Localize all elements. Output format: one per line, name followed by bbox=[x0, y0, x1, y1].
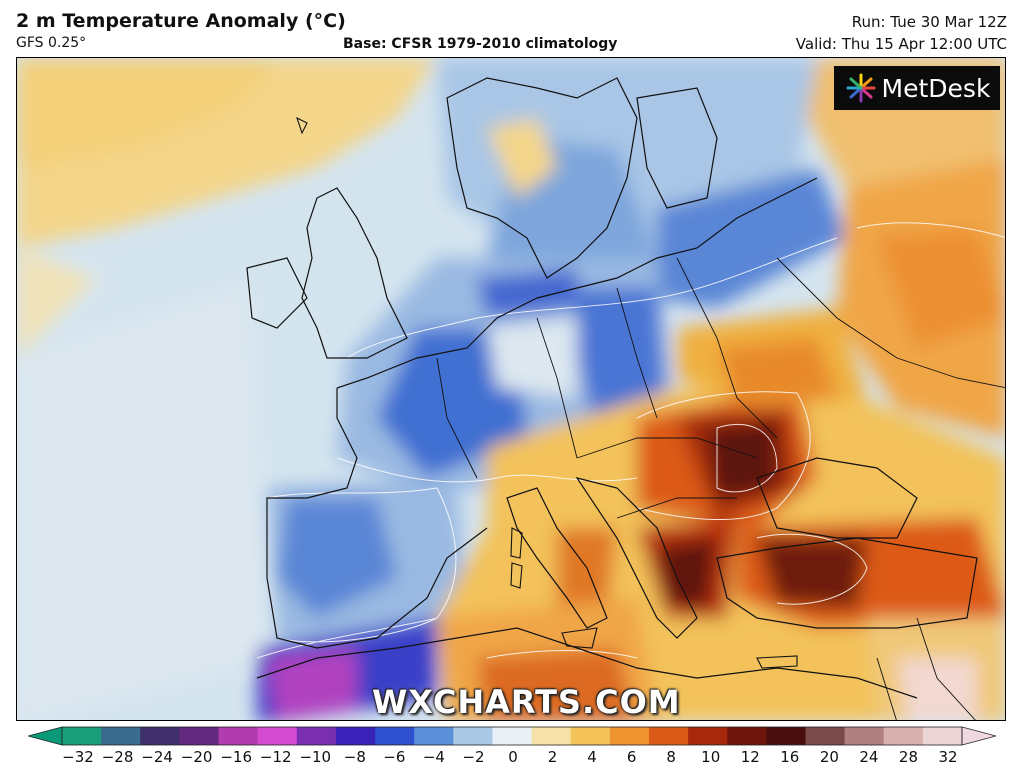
coastlines bbox=[246, 77, 1005, 720]
colorbar-segment bbox=[570, 727, 611, 745]
colorbar-tick-label: 32 bbox=[938, 748, 958, 766]
colorbar-segment bbox=[218, 727, 259, 745]
wxcharts-watermark: WXCHARTS.COM bbox=[372, 683, 681, 721]
colorbar-segment bbox=[922, 727, 963, 745]
colorbar-tick-label: 10 bbox=[701, 748, 721, 766]
colorbar-tick-label: −8 bbox=[343, 748, 366, 766]
colorbar-tick-label: 6 bbox=[626, 748, 637, 766]
colorbar-tick-label: −2 bbox=[462, 748, 485, 766]
colorbar-tick-label: 20 bbox=[819, 748, 839, 766]
colorbar-tick-label: −20 bbox=[180, 748, 213, 766]
chart-title: 2 m Temperature Anomaly (°C) bbox=[16, 10, 346, 32]
colorbar-tick-label: −24 bbox=[141, 748, 173, 766]
colorbar-segment bbox=[727, 727, 767, 745]
run-label: Run: Tue 30 Mar 12Z bbox=[851, 13, 1007, 31]
colorbar-segment bbox=[609, 727, 650, 745]
colorbar-segment bbox=[766, 727, 806, 745]
colorbar-svg bbox=[26, 726, 998, 746]
temperature-anomaly-map: MetDesk WXCHARTS.COM bbox=[16, 57, 1006, 721]
climatology-base-label: Base: CFSR 1979-2010 climatology bbox=[343, 36, 618, 52]
colorbar-segment bbox=[101, 727, 141, 745]
colorbar-segment bbox=[335, 727, 376, 745]
islands bbox=[296, 116, 798, 669]
colorbar-tick-label: 28 bbox=[898, 748, 918, 766]
colorbar-segment bbox=[375, 727, 415, 745]
colorbar-tick-label: −28 bbox=[101, 748, 134, 766]
contour-lines bbox=[256, 222, 1005, 659]
colorbar-segment bbox=[844, 727, 885, 745]
colorbar-segment bbox=[492, 727, 533, 745]
colorbar-tick-label: −16 bbox=[220, 748, 252, 766]
anomaly-field bbox=[17, 58, 1005, 720]
valid-time-label: Valid: Thu 15 Apr 12:00 UTC bbox=[795, 35, 1007, 53]
colorbar-segment bbox=[140, 727, 180, 745]
colorbar-tick-labels: −32 −28 −24 −20 −16 −12 −10 −8 −6 −4 −2 0 2 4 6 8 10 12 16… bbox=[0, 748, 1024, 768]
colorbar-segment bbox=[62, 727, 102, 745]
colorbar-tick-label: −6 bbox=[383, 748, 406, 766]
colorbar-tick-label: 24 bbox=[859, 748, 879, 766]
colorbar-tick-label: 2 bbox=[547, 748, 558, 766]
colorbar bbox=[26, 726, 998, 746]
colorbar-tick-label: −4 bbox=[422, 748, 445, 766]
metdesk-logo-icon bbox=[846, 73, 876, 103]
colorbar-segment bbox=[414, 727, 454, 745]
model-label: GFS 0.25° bbox=[16, 35, 87, 51]
colorbar-segment bbox=[648, 727, 689, 745]
colorbar-tick-label: 12 bbox=[740, 748, 760, 766]
colorbar-segment bbox=[688, 727, 728, 745]
colorbar-tick-label: 0 bbox=[508, 748, 518, 766]
colorbar-tick-label: −12 bbox=[259, 748, 292, 766]
colorbar-segment bbox=[257, 727, 298, 745]
colorbar-segment bbox=[453, 727, 493, 745]
colorbar-segment bbox=[883, 727, 924, 745]
colorbar-tick-label: 16 bbox=[780, 748, 800, 766]
colorbar-tick-label: −10 bbox=[299, 748, 332, 766]
colorbar-segment bbox=[805, 727, 846, 745]
logo-text: MetDesk bbox=[881, 73, 991, 103]
colorbar-left-arrow bbox=[26, 726, 63, 746]
metdesk-logo: MetDesk bbox=[834, 66, 1000, 110]
colorbar-tick-label: 4 bbox=[587, 748, 597, 766]
colorbar-border bbox=[61, 726, 963, 746]
colorbar-tick-label: 8 bbox=[666, 748, 676, 766]
colorbar-segment bbox=[296, 727, 337, 745]
colorbar-tick-label: −32 bbox=[62, 748, 94, 766]
map-canvas bbox=[17, 58, 1005, 720]
colorbar-right-arrow bbox=[961, 726, 998, 746]
colorbar-segment bbox=[531, 727, 572, 745]
colorbar-segment bbox=[179, 727, 220, 745]
